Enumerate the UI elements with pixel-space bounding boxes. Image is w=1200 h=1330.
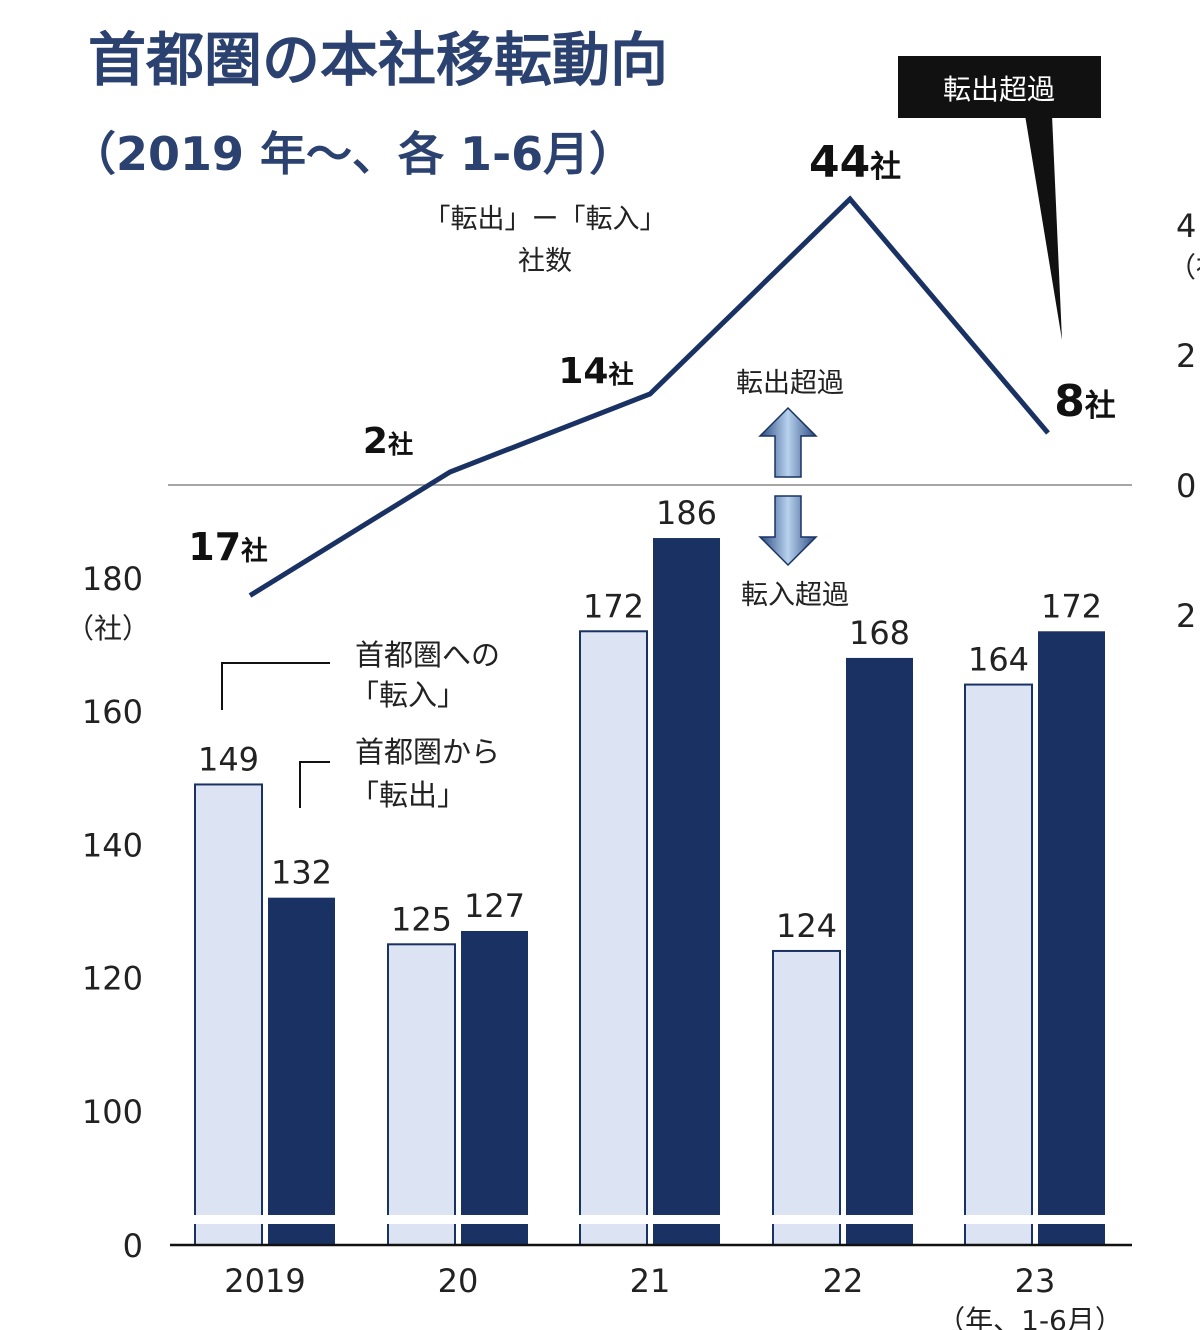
bar-label-inflow-20: 125 (391, 900, 452, 938)
y-axis-unit: （社） (66, 612, 150, 645)
y2-axis-unit: （社 (1168, 251, 1200, 284)
line-label: 8社 (1054, 376, 1116, 427)
excess-out-label: 転出超過 (736, 368, 844, 399)
bar-label-inflow-22: 124 (776, 907, 837, 945)
bar-label-inflow-23: 164 (968, 641, 1029, 679)
line-path (248, 195, 1050, 598)
line-label: 44社 (809, 137, 901, 188)
line-series: 17社 2社 14社 44社 8社 (188, 137, 1116, 598)
legend-leader-inflow (221, 662, 330, 710)
legend-outflow-2: 「転出」 (350, 778, 466, 812)
line-label: 17社 (188, 525, 267, 569)
y-tick-label: 100 (82, 1093, 143, 1131)
x-tick-label: 22 (823, 1262, 864, 1300)
bar-label-outflow-22: 168 (849, 614, 910, 652)
bar-label-outflow-2019: 132 (271, 854, 332, 892)
callout-pointer (1025, 115, 1062, 340)
x-tick-label: 2019 (224, 1262, 305, 1300)
y-tick-label: 120 (82, 960, 143, 998)
bar-label-outflow-23: 172 (1041, 587, 1102, 625)
callout-box (898, 56, 1101, 118)
line-label: 14社 (558, 351, 633, 392)
bar-label-outflow-21: 186 (656, 494, 717, 532)
y2-tick-label: 0 (1176, 467, 1196, 505)
line-legend-1: 「転出」ー「転入」 (424, 204, 667, 235)
arrow-down-icon (758, 495, 818, 567)
bar-inflow-23 (964, 683, 1033, 1246)
bar-outflow-20 (461, 930, 528, 1245)
arrow-up-icon (758, 406, 818, 478)
callout-text: 転出超過 (943, 73, 1055, 106)
y2-tick-label: 2 (1176, 597, 1196, 635)
chart-title: 首都圏の本社移転動向 (88, 26, 668, 94)
excess-in-label: 転入超過 (741, 580, 849, 611)
y2-tick-label: 2 (1176, 337, 1196, 375)
y-tick-label: 140 (82, 826, 143, 864)
y-tick-label: 180 (82, 560, 143, 598)
bars: 149 132 125 127 172 186 124 168 164 172 (185, 494, 1120, 1247)
x-unit-label: （年、1-6月） (937, 1304, 1123, 1330)
bar-legend: 首都圏への 「転入」 首都圏から 「転出」 (221, 638, 500, 812)
bar-label-inflow-21: 172 (583, 587, 644, 625)
bar-outflow-21 (653, 538, 720, 1245)
callout: 転出超過 (898, 56, 1101, 340)
y-tick-label: 160 (82, 693, 143, 731)
arrows: 転出超過 転入超過 (736, 368, 849, 611)
y2-tick-label: 4 (1176, 207, 1196, 245)
y-tick-label: 0 (123, 1227, 143, 1265)
bar-outflow-2019 (268, 897, 335, 1245)
legend-inflow-1: 首都圏への (355, 638, 500, 672)
line-label: 2社 (363, 421, 413, 462)
x-tick-label: 21 (630, 1262, 671, 1300)
legend-inflow-2: 「転入」 (350, 678, 466, 712)
line-legend-2: 社数 (518, 246, 572, 277)
legend-leader-outflow (299, 761, 330, 808)
bar-label-outflow-20: 127 (464, 887, 525, 925)
bar-outflow-23 (1038, 631, 1105, 1245)
x-tick-label: 23 (1015, 1262, 1056, 1300)
bar-inflow-20 (387, 943, 456, 1246)
legend-outflow-1: 首都圏から (355, 735, 500, 769)
chart-subtitle: （2019 年〜、各 1-6月） (70, 127, 635, 181)
axis-break (185, 1215, 1120, 1224)
bar-inflow-22 (772, 949, 841, 1247)
bar-label-inflow-2019: 149 (198, 740, 259, 778)
bar-outflow-22 (846, 657, 913, 1245)
x-tick-label: 20 (438, 1262, 479, 1300)
bar-inflow-21 (579, 630, 648, 1246)
bar-inflow-2019 (194, 783, 263, 1247)
